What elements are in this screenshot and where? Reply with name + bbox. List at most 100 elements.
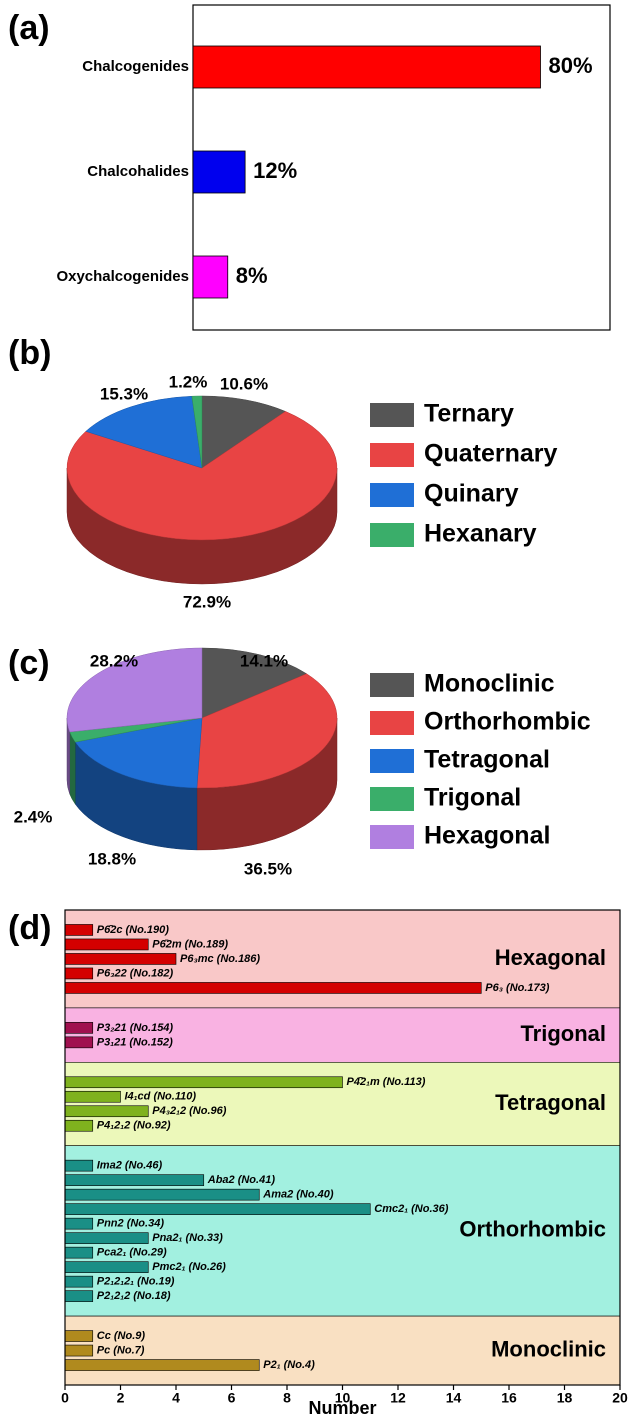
bar-label: P6₃22 (No.182) [97,967,174,979]
bar-label: Pnn2 (No.34) [97,1218,165,1230]
bar-label: I4₁cd (No.110) [125,1091,197,1103]
legend-swatch [370,523,414,547]
bar [64,1275,94,1288]
legend-swatch [370,483,414,507]
group-label: Trigonal [520,1021,606,1046]
x-tick-label: 8 [283,1390,291,1406]
pie-slice [201,647,308,719]
x-axis-label: Number [308,1398,376,1418]
bar-label: P2₁2₁2₁ (No.19) [97,1276,175,1288]
bar [64,1217,94,1230]
pie-slice [66,411,338,541]
bar-label: P6₃ (No.173) [485,982,550,994]
bar [64,1188,260,1201]
legend-label: Hexagonal [424,822,550,850]
bar [64,1359,260,1371]
bar [64,1090,121,1103]
bar-label: Aba2 (No.41) [207,1174,276,1186]
value-label: 36.5% [244,859,292,878]
pie-slice [85,395,203,469]
bar-label: P2₁2₁2 (No.18) [97,1290,171,1302]
x-tick-label: 2 [117,1390,125,1406]
bar [64,1174,205,1186]
bar-label: P2₁ (No.4) [263,1359,315,1371]
bar [64,982,482,994]
x-tick-label: 10 [335,1390,351,1406]
value-label: 2.4% [14,807,53,826]
bar [64,1344,94,1357]
legend-label: Quinary [424,480,519,508]
legend-label: Ternary [424,400,514,428]
bar [64,1036,94,1049]
bar [64,1076,343,1089]
bar-label: Pc (No.7) [97,1344,145,1356]
value-label: 80% [549,53,593,78]
x-tick-label: 18 [557,1390,573,1406]
bar-label: P6̄2m (No.189) [152,938,228,950]
bar-label: Ima2 (No.46) [97,1160,163,1172]
bar [64,1105,149,1118]
bar-label: P4₁2₁2 (No.92) [97,1120,171,1132]
value-label: 8% [236,263,268,288]
bar-label: Pca2₁ (No.29) [97,1247,167,1259]
value-label: 28.2% [90,651,138,670]
x-tick-label: 6 [228,1390,236,1406]
bar [64,938,149,951]
legend-swatch [370,749,414,773]
panel-label: (b) [8,334,51,372]
legend-label: Tetragonal [424,746,550,774]
group-label: Monoclinic [491,1336,606,1361]
bar [64,1119,94,1132]
bar [64,1022,94,1034]
value-label: 72.9% [183,592,231,611]
value-label: 15.3% [100,384,148,403]
legend-label: Hexanary [424,520,537,548]
x-tick-label: 20 [612,1390,628,1406]
group-label: Tetragonal [495,1090,606,1115]
legend-swatch [370,443,414,467]
legend-label: Trigonal [424,784,521,812]
bar-label: P4̄2₁m (No.113) [347,1076,426,1088]
bar-label: P3₁21 (No.152) [97,1036,173,1048]
bar [64,1290,94,1302]
panel-label: (a) [8,9,50,47]
legend-swatch [370,711,414,735]
pie-slice [66,647,203,733]
category-label: Chalcogenides [82,58,189,75]
pie-slice [191,395,203,469]
bar [64,1159,94,1172]
legend-label: Quaternary [424,440,557,468]
bar-label: P3₂21 (No.154) [97,1022,174,1034]
value-label: 10.6% [220,374,268,393]
x-tick-label: 12 [390,1390,406,1406]
bar [64,967,94,980]
panel-label: (d) [8,909,51,947]
group-band [64,1315,621,1386]
category-label: Oxychalcogenides [56,268,189,285]
value-label: 14.1% [240,651,288,670]
group-label: Hexagonal [495,945,606,970]
bar [64,1232,149,1244]
bar-label: Ama2 (No.40) [262,1189,334,1201]
bar-label: P4₃2₁2 (No.96) [152,1105,227,1117]
bar [64,1330,94,1342]
bar-label: Pna2₁ (No.33) [152,1232,223,1244]
bar-label: P6̄2c (No.190) [97,924,169,936]
legend-swatch [370,787,414,811]
bar-label: Pmc2₁ (No.26) [152,1261,226,1273]
bar [64,924,94,936]
legend-swatch [370,673,414,697]
pie-slice [201,395,286,469]
x-tick-label: 16 [501,1390,517,1406]
value-label: 18.8% [88,849,136,868]
legend-swatch [370,403,414,427]
bar [64,1203,371,1215]
bar [192,255,229,299]
bar-label: Cc (No.9) [97,1330,146,1342]
legend-label: Orthorhombic [424,708,591,736]
legend-swatch [370,825,414,849]
bar-label: P6₃mc (No.186) [180,953,260,965]
pie-side [69,731,76,805]
pie-slice [196,673,338,789]
